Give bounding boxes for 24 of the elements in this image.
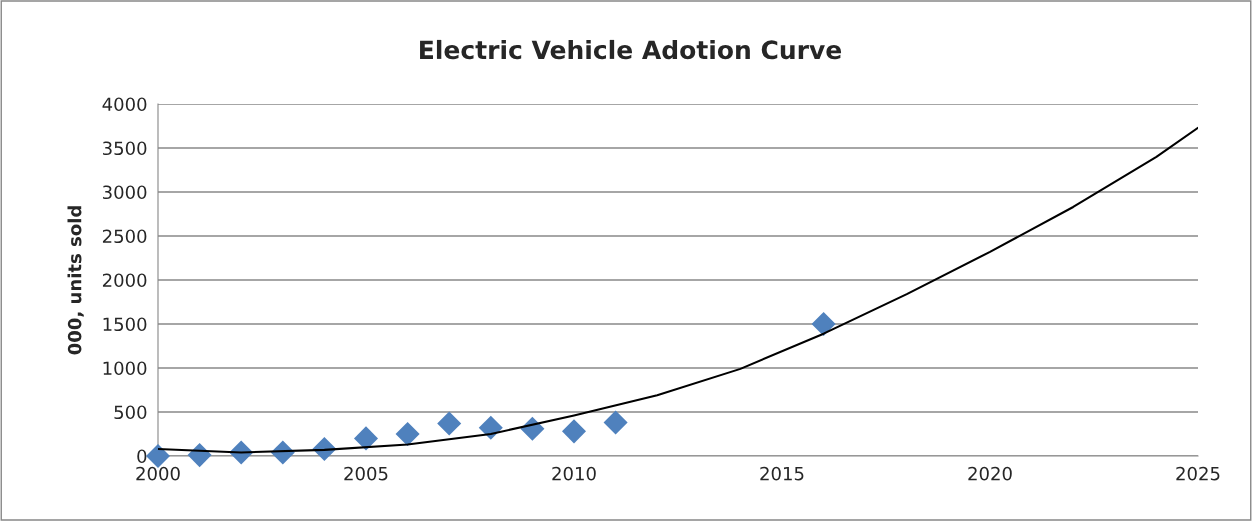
y-tick-label: 0 [137,449,147,464]
point [395,421,420,447]
y-tick-label: 2000 [102,273,147,288]
x-tick-label: 2025 [1176,466,1220,481]
y-tick-label: 3500 [103,141,147,156]
point [811,311,836,337]
y-axis-title: 000, units sold [67,206,84,355]
y-tick-label: 4000 [102,97,147,112]
point [603,410,628,435]
point [353,426,379,451]
y-tick-label: 1000 [103,361,147,376]
x-tick-label: 2005 [344,466,388,481]
chart-title: Electric Vehicle Adotion Curve [420,39,842,60]
x-tick-label: 2020 [968,466,1012,481]
y-tick-label: 2500 [102,229,147,244]
x-tick-label: 2015 [760,466,804,481]
y-tick-label: 1500 [103,317,147,332]
x-tick-label: 2000 [136,466,180,481]
point [561,419,587,444]
x-tick-label: 2010 [552,466,596,481]
point [478,415,503,440]
y-tick-label: 3000 [103,185,147,200]
y-tick-label: 500 [114,405,147,420]
point [437,411,462,436]
